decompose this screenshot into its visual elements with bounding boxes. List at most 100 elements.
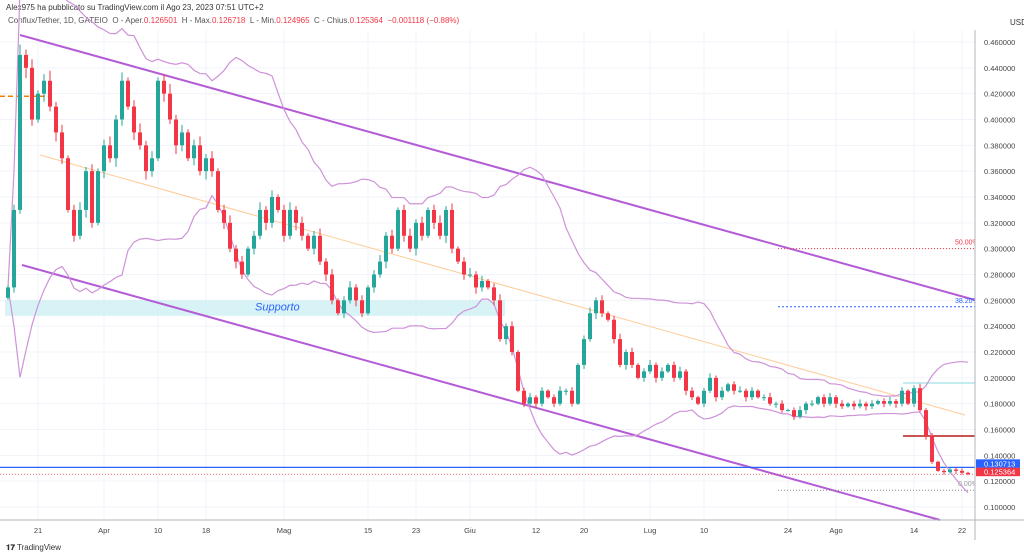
candle	[54, 101, 58, 142]
candle-body	[798, 410, 802, 417]
candle-body	[654, 364, 658, 378]
candle	[684, 369, 688, 396]
candle-body	[96, 171, 100, 223]
candle-body	[30, 67, 34, 120]
candle	[540, 387, 544, 407]
candle-body	[204, 158, 208, 172]
candle	[768, 392, 772, 406]
candle-body	[492, 287, 496, 301]
candle-body	[408, 235, 412, 249]
candle	[420, 216, 424, 241]
candle-body	[144, 145, 148, 172]
candle-body	[618, 339, 622, 365]
candle-body	[6, 287, 10, 298]
candle	[402, 204, 406, 242]
low-value: 0.124965	[276, 16, 310, 25]
date-tick-label: 10	[700, 526, 708, 535]
support-zone	[5, 300, 505, 316]
price-tick-label: 0.260000	[984, 296, 1015, 305]
candle	[738, 386, 742, 393]
candle-body	[924, 410, 928, 436]
candle-body	[138, 132, 142, 146]
price-tick-label: 0.280000	[984, 271, 1015, 280]
candle	[582, 335, 586, 369]
candle	[132, 100, 136, 140]
candle	[510, 321, 514, 356]
candle-body	[12, 209, 16, 288]
price-tick-label: 0.420000	[984, 90, 1015, 99]
candle-body	[360, 300, 364, 314]
candle	[150, 151, 154, 177]
change-value: −0.001118 (−0.88%)	[387, 16, 460, 25]
candle	[876, 399, 880, 406]
candle	[336, 298, 340, 316]
candle	[606, 311, 610, 322]
candle-body	[474, 274, 478, 288]
candle-body	[954, 469, 958, 471]
price-badge-red	[976, 467, 1020, 477]
candle-body	[510, 326, 514, 353]
candle	[72, 204, 76, 242]
candle-body	[420, 222, 424, 236]
candle-body	[90, 171, 94, 223]
candle	[906, 389, 910, 406]
candle	[252, 230, 256, 255]
candle-body	[390, 235, 394, 249]
symbol-legend: Conflux/Tether, 1D, GATEIO O - Aper.0.12…	[8, 16, 459, 25]
candle	[714, 375, 718, 402]
candle-body	[564, 390, 568, 392]
tradingview-brand[interactable]: 𝟏𝟕 TradingView	[6, 543, 61, 553]
candle-body	[648, 364, 652, 372]
candle	[900, 387, 904, 407]
price-axis-bg	[975, 30, 1024, 520]
candle-body	[270, 197, 274, 223]
candle-body	[516, 352, 520, 391]
candle	[168, 83, 172, 125]
candle-body	[642, 371, 646, 378]
candle	[204, 153, 208, 180]
price-tick-label: 0.400000	[984, 116, 1015, 125]
candle	[378, 254, 382, 278]
candle	[828, 392, 832, 406]
candle-body	[264, 209, 268, 223]
candle	[522, 387, 526, 408]
candle-body	[306, 235, 310, 249]
candle-body	[744, 390, 748, 398]
price-badge-red-label: 0.125364	[984, 468, 1015, 477]
candle-body	[450, 209, 454, 249]
price-tick-label: 0.380000	[984, 141, 1015, 150]
candle	[666, 363, 670, 373]
candle-body	[696, 397, 700, 404]
candle	[186, 129, 190, 162]
candle-body	[294, 209, 298, 223]
candle-body	[36, 93, 40, 120]
symbol-name[interactable]: Conflux/Tether, 1D, GATEIO	[8, 16, 108, 25]
candle	[504, 323, 508, 345]
candle-body	[480, 280, 484, 288]
date-tick-label: 12	[532, 526, 540, 535]
candle-body	[948, 469, 952, 473]
candle	[456, 246, 460, 264]
candle	[270, 190, 274, 228]
candle	[390, 229, 394, 254]
candle	[114, 114, 118, 167]
date-tick-label: 10	[154, 526, 162, 535]
candle	[96, 168, 100, 226]
candle-body	[810, 403, 814, 405]
candle	[282, 204, 286, 242]
candle-body	[720, 390, 724, 398]
candle-body	[750, 390, 754, 398]
close-label: C - Chius.	[314, 16, 350, 25]
candle	[462, 257, 466, 280]
candle	[696, 395, 700, 406]
candle-body	[882, 401, 886, 404]
price-tick-label: 0.320000	[984, 219, 1015, 228]
price-tick-label: 0.120000	[984, 477, 1015, 486]
candle	[912, 385, 916, 408]
date-tick-label: Lug	[644, 526, 657, 535]
candle	[534, 395, 538, 408]
candle-body	[162, 80, 166, 94]
candle	[216, 168, 220, 213]
candle	[42, 74, 46, 102]
